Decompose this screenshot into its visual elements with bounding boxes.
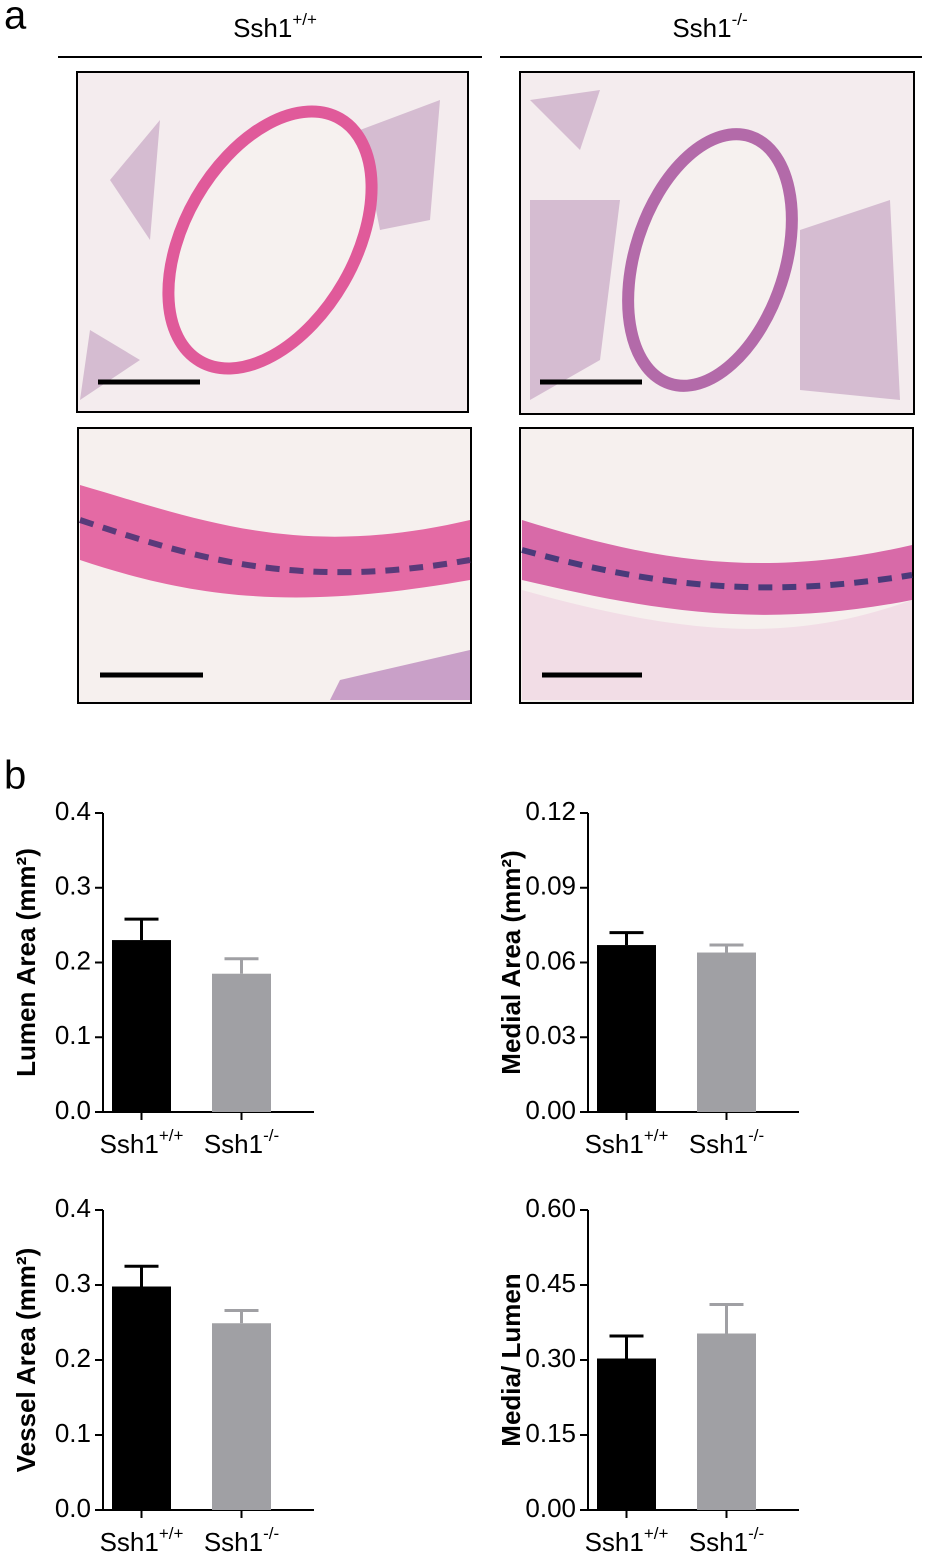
- y-tick-label: 0.1: [55, 1418, 91, 1448]
- panel-label: a: [4, 0, 27, 38]
- x-tick-label: Ssh1+/+: [100, 1126, 184, 1158]
- bar: [597, 1358, 656, 1510]
- x-tick-label: Ssh1-/-: [204, 1126, 279, 1158]
- x-tick-label: Ssh1+/+: [585, 1524, 669, 1556]
- bar: [597, 945, 656, 1112]
- y-tick-label: 0.4: [55, 1193, 91, 1223]
- y-tick-label: 0.60: [525, 1193, 576, 1223]
- x-tick-label: Ssh1+/+: [585, 1126, 669, 1158]
- y-axis-label: Media/ Lumen: [496, 1273, 526, 1446]
- x-tick-label: Ssh1-/-: [689, 1126, 764, 1158]
- y-tick-label: 0.3: [55, 871, 91, 901]
- y-axis-label: Medial Area (mm²): [496, 850, 526, 1074]
- micrograph: [519, 427, 914, 704]
- x-tick-label: Ssh1-/-: [689, 1524, 764, 1556]
- y-tick-label: 0.0: [55, 1493, 91, 1523]
- y-axis-label: Vessel Area (mm²): [11, 1248, 41, 1472]
- y-tick-label: 0.1: [55, 1020, 91, 1050]
- bar: [697, 952, 756, 1112]
- bar: [112, 1286, 171, 1510]
- x-tick-label: Ssh1+/+: [100, 1524, 184, 1556]
- bar: [212, 973, 271, 1112]
- y-tick-label: 0.00: [525, 1095, 576, 1125]
- y-tick-label: 0.45: [525, 1268, 576, 1298]
- bar: [697, 1333, 756, 1510]
- y-tick-label: 0.2: [55, 1343, 91, 1373]
- y-tick-label: 0.03: [525, 1020, 576, 1050]
- y-tick-label: 0.4: [55, 796, 91, 826]
- column-label: Ssh1+/+: [233, 10, 317, 42]
- panel-label: b: [4, 754, 26, 798]
- y-axis-label: Lumen Area (mm²): [11, 848, 41, 1077]
- column-label: Ssh1-/-: [672, 10, 747, 42]
- y-tick-label: 0.15: [525, 1418, 576, 1448]
- x-tick-label: Ssh1-/-: [204, 1524, 279, 1556]
- y-tick-label: 0.2: [55, 945, 91, 975]
- micrograph: [519, 71, 915, 415]
- y-tick-label: 0.3: [55, 1268, 91, 1298]
- micrograph: [77, 427, 472, 704]
- y-tick-label: 0.06: [525, 945, 576, 975]
- micrograph: [76, 71, 469, 413]
- y-tick-label: 0.30: [525, 1343, 576, 1373]
- y-tick-label: 0.12: [525, 796, 576, 826]
- bar: [212, 1323, 271, 1510]
- bar: [112, 940, 171, 1112]
- y-tick-label: 0.0: [55, 1095, 91, 1125]
- y-tick-label: 0.09: [525, 871, 576, 901]
- y-tick-label: 0.00: [525, 1493, 576, 1523]
